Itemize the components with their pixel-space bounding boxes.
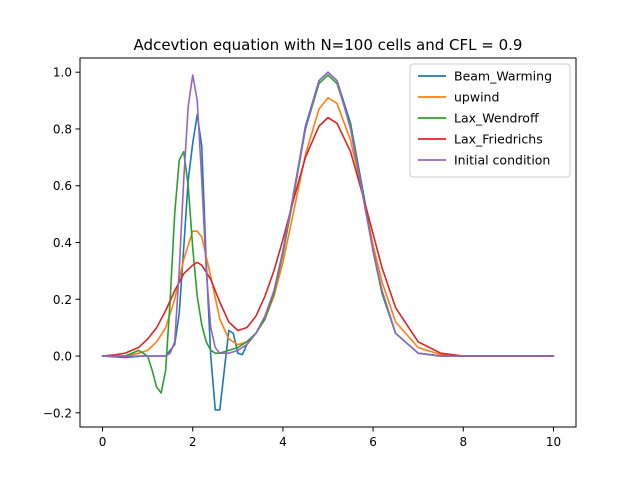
- series-layer: [101, 71, 555, 411]
- series-line-lax-friedrichs: [101, 116, 555, 357]
- legend-label: Initial condition: [454, 153, 550, 168]
- legend-box: [409, 63, 571, 178]
- y-tick-label: 0.0: [53, 350, 72, 364]
- x-tick-label: 8: [459, 435, 467, 449]
- y-tick-label: 0.4: [53, 236, 72, 250]
- legend-label: Lax_Wendroff: [454, 111, 539, 126]
- legend-label: upwind: [454, 90, 499, 105]
- legend-label: Beam_Warming: [454, 69, 552, 84]
- y-tick-label: 1.0: [53, 66, 72, 80]
- x-tick-label: 2: [189, 435, 197, 449]
- series-line-initial-condition: [101, 71, 555, 357]
- y-tick-label: 0.8: [53, 122, 72, 136]
- y-tick-label: −0.2: [43, 406, 72, 420]
- x-tick-label: 10: [546, 435, 561, 449]
- x-tick-label: 6: [369, 435, 377, 449]
- y-axis: −0.2 0.0 0.2 0.4 0.6 0.8 1.0: [43, 66, 80, 420]
- y-tick-label: 0.2: [53, 293, 72, 307]
- x-tick-label: 0: [99, 435, 107, 449]
- chart-title: Adcevtion equation with N=100 cells and …: [134, 36, 523, 54]
- x-axis: 0 2 4 6 8 10: [99, 427, 561, 449]
- y-tick-label: 0.6: [53, 179, 72, 193]
- legend-label: Lax_Friedrichs: [454, 132, 543, 147]
- x-tick-label: 4: [279, 435, 287, 449]
